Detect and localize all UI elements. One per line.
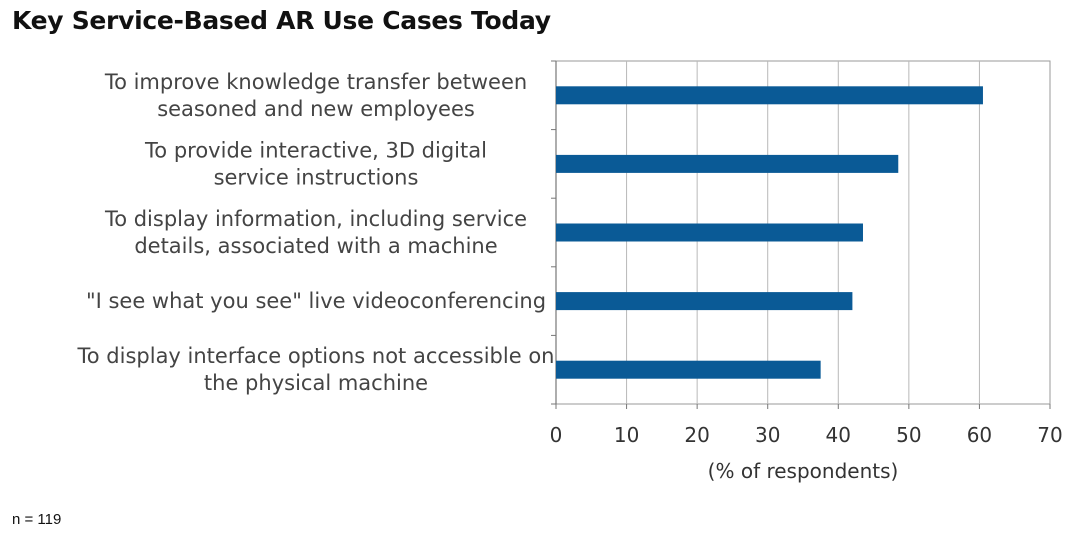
sample-size-note: n = 119	[12, 511, 62, 528]
x-tick-label: 0	[550, 423, 563, 447]
bar	[556, 154, 899, 173]
chart-title: Key Service-Based AR Use Cases Today	[12, 6, 551, 35]
x-tick-label: 10	[614, 423, 639, 447]
category-label: To improve knowledge transfer between sea…	[104, 70, 527, 121]
category-label: To display information, including servic…	[104, 207, 527, 258]
bar	[556, 360, 821, 379]
category-label: To provide interactive, 3D digital servic…	[144, 138, 487, 189]
x-tick-label: 60	[967, 423, 992, 447]
category-label: To display interface options not accessi…	[77, 344, 555, 395]
x-tick-label: 70	[1037, 423, 1062, 447]
bar	[556, 86, 983, 105]
x-tick-label: 50	[896, 423, 921, 447]
x-tick-label: 40	[826, 423, 851, 447]
x-tick-label: 30	[755, 423, 780, 447]
x-tick-label: 20	[684, 423, 709, 447]
x-axis-title: (% of respondents)	[708, 459, 899, 483]
category-label: "I see what you see" live videoconferenc…	[86, 289, 546, 313]
bar	[556, 223, 863, 242]
bar	[556, 292, 853, 311]
